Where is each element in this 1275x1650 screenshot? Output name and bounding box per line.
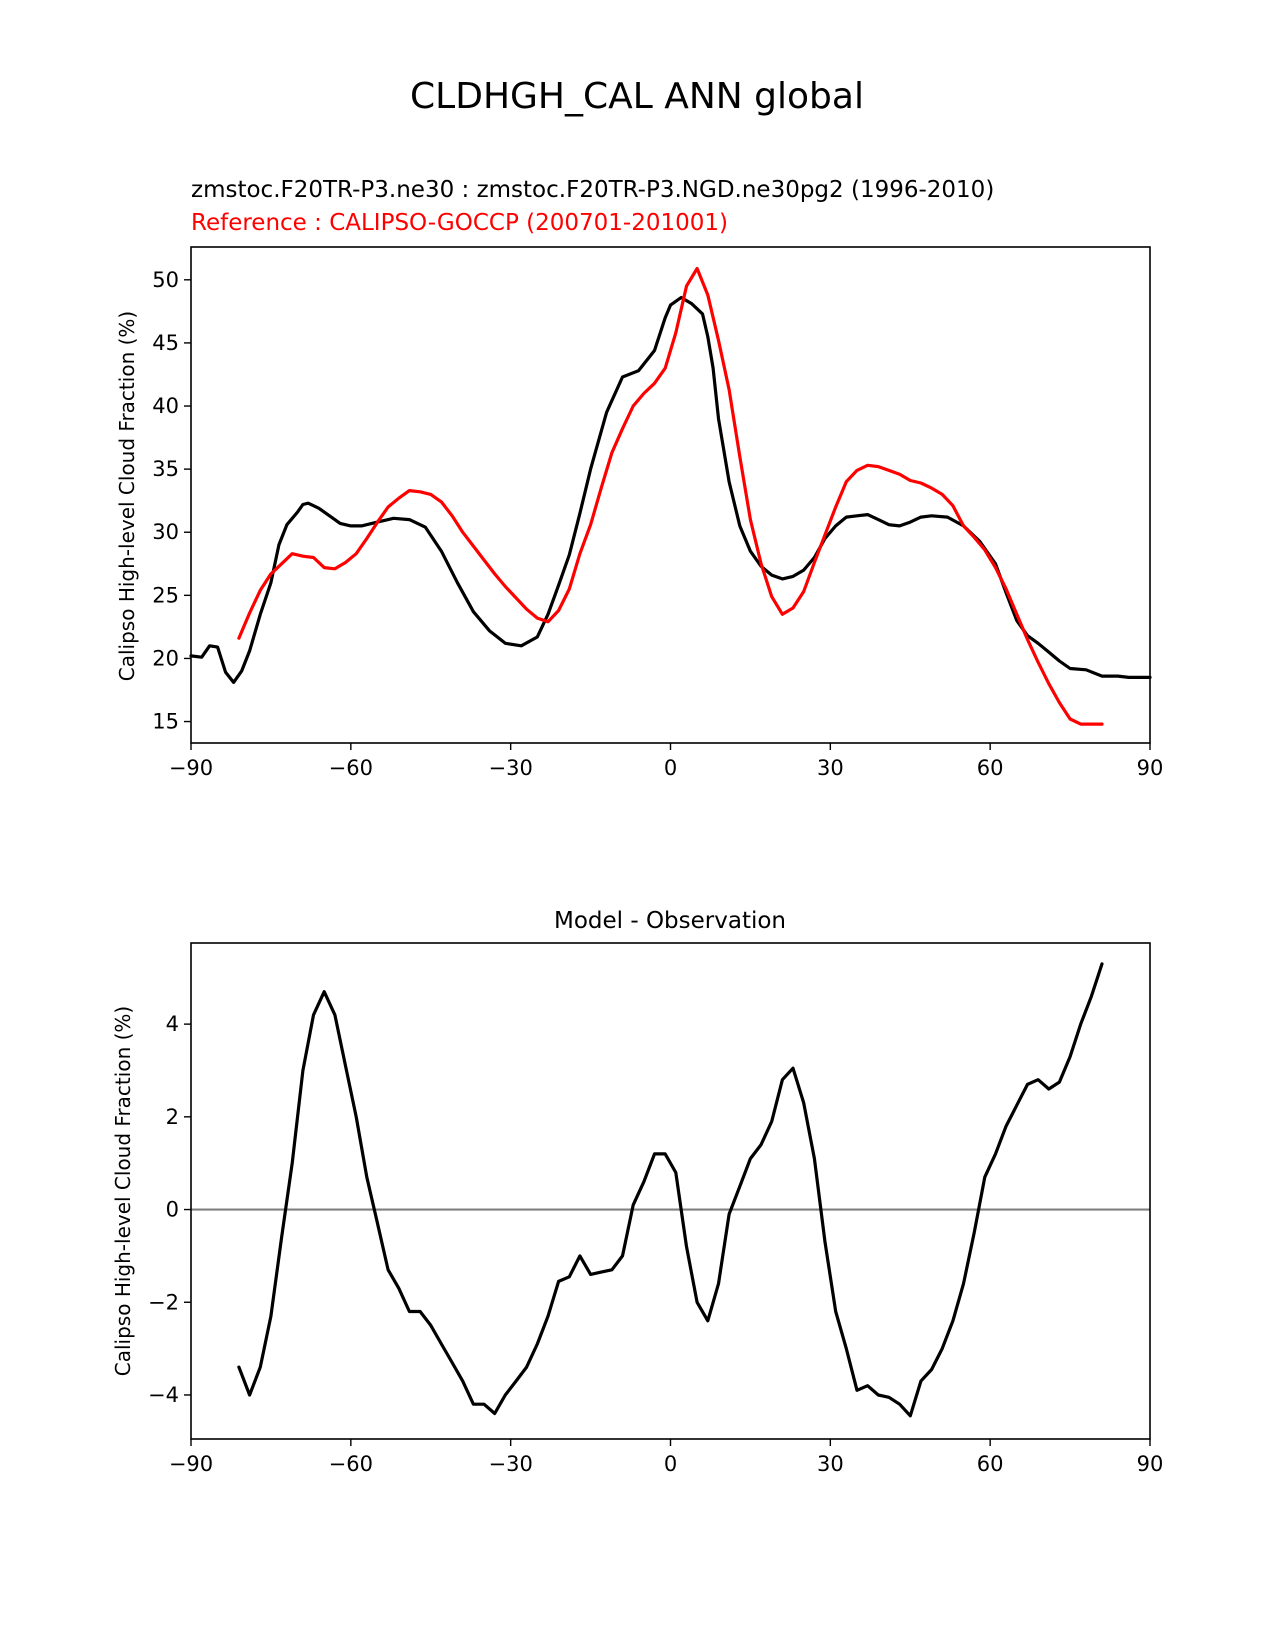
bottom-ticks: −90 −60 −30 0 30 60 90 −4 −2 0 2 4 <box>148 1012 1163 1476</box>
bottom-xtick-label: 60 <box>977 1452 1004 1476</box>
bottom-xtick-label: −60 <box>329 1452 373 1476</box>
bottom-xtick-label: −90 <box>169 1452 213 1476</box>
panel-bottom: Model - Observation Calipso High-level C… <box>111 908 1163 1476</box>
top-xtick-label: −60 <box>329 756 373 780</box>
top-xtick-label: 60 <box>977 756 1004 780</box>
reference-subtitle: Reference : CALIPSO-GOCCP (200701-201001… <box>191 210 728 236</box>
bottom-xtick-label: −30 <box>489 1452 533 1476</box>
top-ytick-label: 15 <box>152 710 179 734</box>
bottom-xtick-label: 90 <box>1137 1452 1164 1476</box>
bottom-ytick-label: 4 <box>166 1012 179 1036</box>
panel-top: zmstoc.F20TR-P3.ne30 : zmstoc.F20TR-P3.N… <box>115 177 1163 780</box>
top-y-axis-label: Calipso High-level Cloud Fraction (%) <box>115 311 139 681</box>
bottom-lines <box>191 962 1150 1418</box>
top-xtick-label: 30 <box>817 756 844 780</box>
bottom-xtick-label: 30 <box>817 1452 844 1476</box>
top-xtick-label: −90 <box>169 756 213 780</box>
top-ytick-label: 45 <box>152 331 179 355</box>
top-ytick-label: 20 <box>152 646 179 670</box>
bottom-plot-frame <box>190 942 1151 1440</box>
top-ticks: −90 −60 −30 0 30 60 90 15 20 25 30 35 40 45 50 <box>152 268 1163 780</box>
top-ytick-label: 25 <box>152 583 179 607</box>
top-plot-frame <box>190 246 1151 744</box>
top-xtick-label: 0 <box>664 756 677 780</box>
diff-title: Model - Observation <box>554 908 786 934</box>
model-subtitle: zmstoc.F20TR-P3.ne30 : zmstoc.F20TR-P3.N… <box>191 177 994 203</box>
top-xtick-label: 90 <box>1137 756 1164 780</box>
top-ytick-label: 30 <box>152 520 179 544</box>
bottom-ytick-label: 0 <box>166 1198 179 1222</box>
top-ytick-label: 50 <box>152 268 179 292</box>
figure-title: CLDHGH_CAL ANN global <box>410 76 864 117</box>
bottom-xtick-label: 0 <box>664 1452 677 1476</box>
top-ytick-label: 40 <box>152 394 179 418</box>
bottom-ytick-label: 2 <box>166 1105 179 1129</box>
top-reference-line <box>237 266 1104 726</box>
top-ytick-label: 35 <box>152 457 179 481</box>
bottom-ytick-label: −4 <box>148 1383 179 1407</box>
bottom-y-axis-label: Calipso High-level Cloud Fraction (%) <box>111 1006 135 1376</box>
bottom-difference-line <box>237 962 1104 1418</box>
top-xtick-label: −30 <box>489 756 533 780</box>
bottom-ytick-label: −2 <box>148 1290 179 1314</box>
top-lines <box>189 266 1152 726</box>
